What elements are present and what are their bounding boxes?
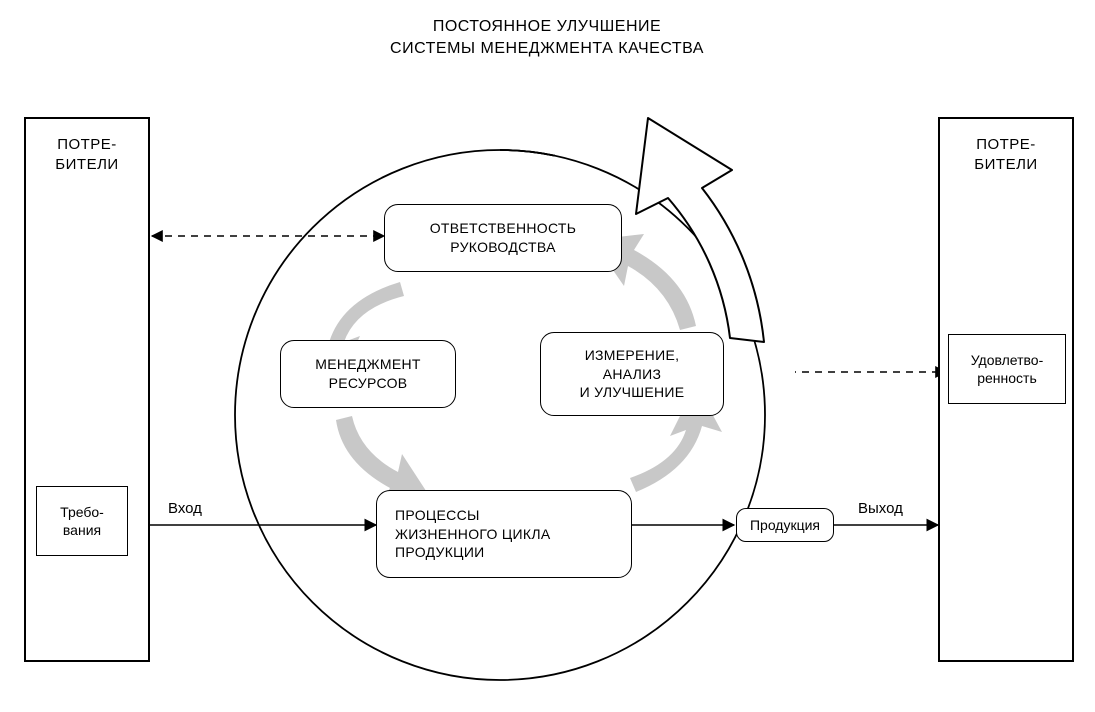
node-measurement: ИЗМЕРЕНИЕ, АНАЛИЗ И УЛУЧШЕНИЕ bbox=[540, 332, 724, 416]
output-label: Выход bbox=[858, 500, 903, 517]
product-pill: Продукция bbox=[736, 508, 834, 542]
node-resources: МЕНЕДЖМЕНТ РЕСУРСОВ bbox=[280, 340, 456, 408]
diagram-title: ПОСТОЯННОЕ УЛУЧШЕНИЕ СИСТЕМЫ МЕНЕДЖМЕНТА… bbox=[337, 16, 757, 59]
requirements-box: Требо- вания bbox=[36, 486, 128, 556]
left-consumers-header: ПОТРЕ- БИТЕЛИ bbox=[26, 135, 148, 174]
title-line1: ПОСТОЯННОЕ УЛУЧШЕНИЕ bbox=[433, 18, 661, 35]
right-consumers-header: ПОТРЕ- БИТЕЛИ bbox=[940, 135, 1072, 174]
node-responsibility: ОТВЕТСТВЕННОСТЬ РУКОВОДСТВА bbox=[384, 204, 622, 272]
title-line2: СИСТЕМЫ МЕНЕДЖМЕНТА КАЧЕСТВА bbox=[390, 40, 704, 57]
satisfaction-box: Удовлетво- ренность bbox=[948, 334, 1066, 404]
diagram-canvas: ПОСТОЯННОЕ УЛУЧШЕНИЕ СИСТЕМЫ МЕНЕДЖМЕНТА… bbox=[0, 0, 1095, 712]
left-consumers-box: ПОТРЕ- БИТЕЛИ bbox=[24, 117, 150, 662]
node-lifecycle: ПРОЦЕССЫ ЖИЗНЕННОГО ЦИКЛА ПРОДУКЦИИ bbox=[376, 490, 632, 578]
input-label: Вход bbox=[168, 500, 202, 517]
improvement-arrow bbox=[636, 118, 764, 342]
